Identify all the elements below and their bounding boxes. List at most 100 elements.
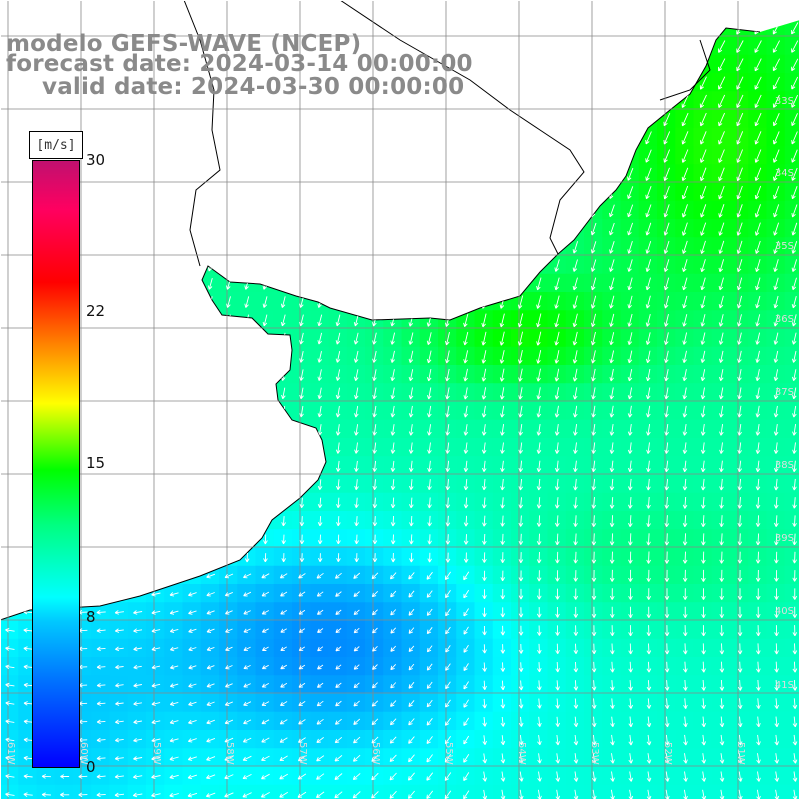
wind-arrow-icon (535, 131, 543, 144)
wind-arrow-icon (609, 277, 615, 291)
wind-arrow-icon (573, 661, 579, 673)
wind-arrow-icon (700, 222, 707, 236)
wind-arrow-icon (609, 405, 615, 418)
wind-arrow-icon (536, 533, 542, 546)
wind-arrow-icon (537, 716, 542, 727)
wind-arrow-icon (663, 131, 671, 145)
wind-arrow-icon (555, 643, 560, 655)
wind-arrow-icon (482, 680, 487, 691)
wind-arrow-icon (590, 222, 597, 236)
wind-arrow-icon (463, 552, 469, 563)
wind-arrow-icon (354, 497, 359, 509)
wind-arrow-icon (262, 132, 269, 144)
wind-arrow-icon (335, 150, 342, 162)
wind-arrow-icon (243, 573, 252, 579)
wind-arrow-icon (774, 716, 780, 728)
wind-arrow-icon (426, 645, 433, 653)
wind-arrow-icon (664, 643, 670, 655)
wind-arrow-icon (610, 716, 615, 728)
wind-arrow-icon (683, 661, 688, 673)
wind-arrow-icon (427, 515, 432, 527)
wind-arrow-icon (683, 734, 688, 746)
wind-arrow-icon (664, 753, 670, 764)
wind-arrow-icon (664, 478, 670, 491)
wind-arrow-icon (719, 533, 724, 546)
wind-arrow-icon (317, 351, 323, 363)
wind-arrow-icon (773, 259, 779, 273)
wind-arrow-icon (773, 4, 780, 16)
wind-arrow-icon (25, 479, 31, 491)
wind-arrow-icon (280, 628, 287, 633)
wind-arrow-icon (664, 442, 669, 454)
wind-arrow-icon (718, 350, 724, 363)
wind-arrow-icon (171, 405, 177, 418)
wind-arrow-icon (463, 150, 469, 162)
wind-arrow-icon (572, 241, 579, 254)
wind-arrow-icon (591, 716, 597, 728)
wind-arrow-icon (408, 608, 415, 616)
colorbar-tick-0: 0 (86, 758, 96, 776)
wind-arrow-icon (481, 58, 488, 71)
wind-arrow-icon (627, 167, 634, 181)
wind-arrow-icon (426, 241, 433, 254)
wind-arrow-icon (116, 259, 122, 272)
wind-arrow-icon (792, 753, 798, 764)
wind-arrow-icon (98, 332, 104, 345)
wind-arrow-icon (499, 277, 505, 291)
wind-arrow-icon (25, 351, 31, 363)
wind-arrow-icon (664, 588, 670, 600)
wind-arrow-icon (755, 460, 761, 473)
wind-arrow-icon (263, 516, 268, 527)
wind-arrow-icon (610, 734, 615, 746)
wind-arrow-icon (627, 186, 634, 200)
wind-arrow-icon (682, 332, 688, 345)
wind-arrow-icon (627, 387, 633, 400)
wind-arrow-icon (701, 643, 706, 655)
wind-arrow-icon (371, 754, 379, 762)
wind-arrow-icon (701, 771, 707, 782)
wind-arrow-icon (408, 332, 414, 345)
wind-arrow-icon (626, 58, 634, 72)
wind-arrow-icon (334, 755, 343, 762)
wind-arrow-icon (299, 479, 305, 491)
wind-arrow-icon (646, 606, 652, 619)
wind-arrow-icon (408, 241, 414, 254)
wind-arrow-icon (755, 569, 761, 582)
wind-arrow-icon (481, 150, 488, 162)
wind-arrow-icon (554, 259, 560, 272)
wind-arrow-icon (372, 534, 378, 545)
wind-arrow-icon (535, 40, 543, 53)
wind-arrow-icon (206, 719, 215, 725)
wind-arrow-icon (609, 478, 615, 491)
wind-arrow-icon (572, 113, 579, 126)
wind-arrow-icon (261, 573, 270, 579)
wind-arrow-icon (792, 643, 798, 655)
wind-arrow-icon (499, 387, 505, 400)
wind-arrow-icon (242, 773, 252, 780)
wind-arrow-icon (116, 351, 122, 363)
wind-arrow-icon (171, 168, 177, 181)
wind-arrow-icon (645, 76, 653, 90)
wind-arrow-icon (135, 479, 140, 491)
wind-arrow-icon (754, 149, 762, 163)
wind-arrow-icon (133, 719, 142, 725)
wind-arrow-icon (554, 368, 560, 382)
wind-arrow-icon (645, 387, 651, 400)
wind-arrow-icon (299, 460, 305, 472)
wind-arrow-icon (591, 368, 596, 382)
wind-arrow-icon (645, 259, 652, 273)
wind-arrow-icon (116, 332, 122, 345)
wind-arrow-icon (224, 792, 234, 798)
wind-arrow-icon (591, 643, 597, 655)
wind-arrow-icon (736, 185, 743, 200)
wind-arrow-icon (627, 313, 633, 327)
wind-arrow-icon (609, 204, 615, 218)
wind-arrow-icon (609, 313, 615, 327)
wind-arrow-icon (262, 332, 268, 345)
wind-arrow-icon (188, 646, 197, 652)
wind-arrow-icon (426, 663, 433, 671)
wind-arrow-icon (353, 132, 360, 144)
wind-arrow-icon (554, 313, 560, 328)
wind-arrow-icon (427, 534, 432, 545)
wind-arrow-icon (116, 314, 122, 327)
